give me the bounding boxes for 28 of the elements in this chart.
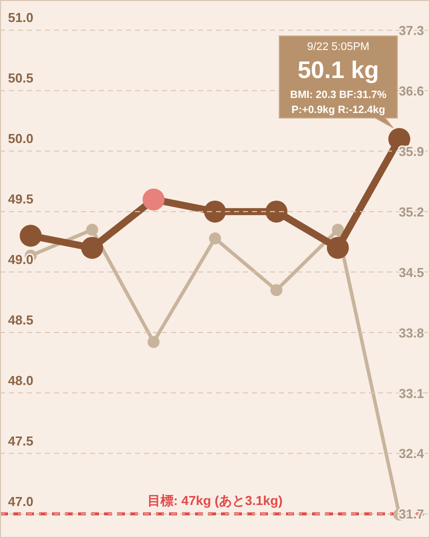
y-tick-label: 47.0 [8, 494, 34, 509]
y2-tick-label: 37.3 [398, 23, 424, 38]
y-tick-label: 48.0 [8, 372, 34, 388]
y-tick-label: 50.0 [8, 131, 34, 146]
y-tick-label: 48.5 [8, 312, 34, 328]
y2-tick-label: 34.5 [398, 264, 424, 280]
y-tick-label: 50.5 [8, 70, 34, 86]
annotation: BMI: 20.3 BF:31.7% [290, 89, 388, 101]
y2-tick-label: 31.7 [398, 506, 424, 522]
y2-tick-label: 33.1 [398, 386, 424, 401]
y-tick-label: 51.0 [8, 10, 34, 26]
annotation: 9/22 5:05PM [307, 41, 370, 53]
y2-tick-label: 35.9 [398, 144, 424, 159]
y2-tick-label: 33.8 [398, 325, 424, 340]
y-tick-label: 49.0 [8, 252, 34, 268]
ref-line-label: 目標: 47kg (あと3.1kg) [147, 492, 283, 508]
point [209, 232, 221, 244]
y-tick-label: 47.5 [8, 433, 34, 448]
y-tick-label: 49.5 [8, 192, 34, 207]
annotation: 50.1 kg [298, 57, 379, 84]
point [86, 224, 98, 236]
annotation: P:+0.9kg R:-12.4kg [291, 104, 386, 116]
y2-tick-label: 36.6 [398, 84, 424, 99]
point [148, 336, 160, 348]
y2-tick-label: 32.4 [398, 446, 425, 462]
point [270, 284, 282, 296]
point [332, 224, 344, 236]
y2-tick-label: 35.2 [398, 204, 424, 220]
